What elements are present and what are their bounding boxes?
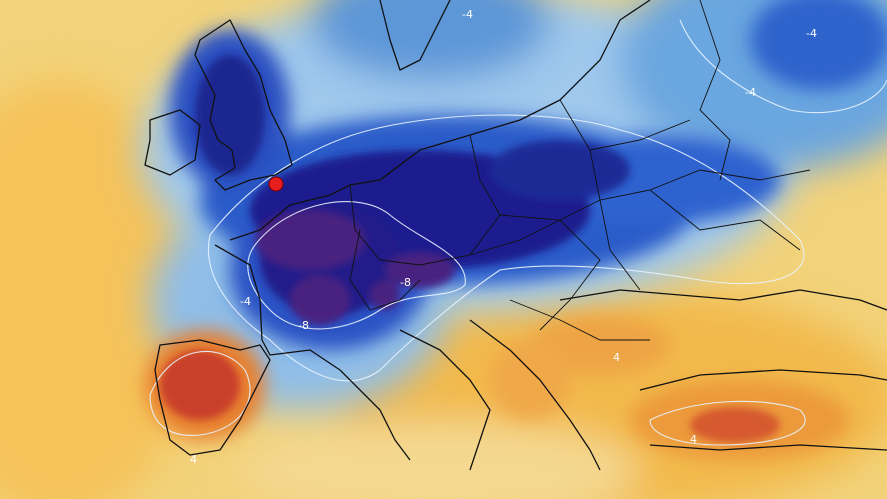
contour-label: -4 — [240, 295, 251, 308]
contour-label: -4 — [745, 86, 756, 99]
contour-label: -8 — [298, 319, 309, 332]
contour-lines — [149, 19, 887, 446]
contour-labels: -4 -4 -4 -4 -8 -8 4 4 4 — [190, 8, 817, 466]
contour-label: -8 — [400, 276, 411, 289]
hot-core — [160, 350, 780, 443]
contour-label: -4 — [806, 27, 817, 40]
location-marker — [268, 176, 284, 192]
contour-label: 4 — [190, 453, 197, 466]
contour-label: 4 — [690, 433, 697, 446]
extreme-cold — [255, 210, 455, 325]
contour-label: 4 — [613, 351, 620, 364]
coastlines — [144, 0, 887, 471]
contour-label: -4 — [462, 8, 473, 21]
